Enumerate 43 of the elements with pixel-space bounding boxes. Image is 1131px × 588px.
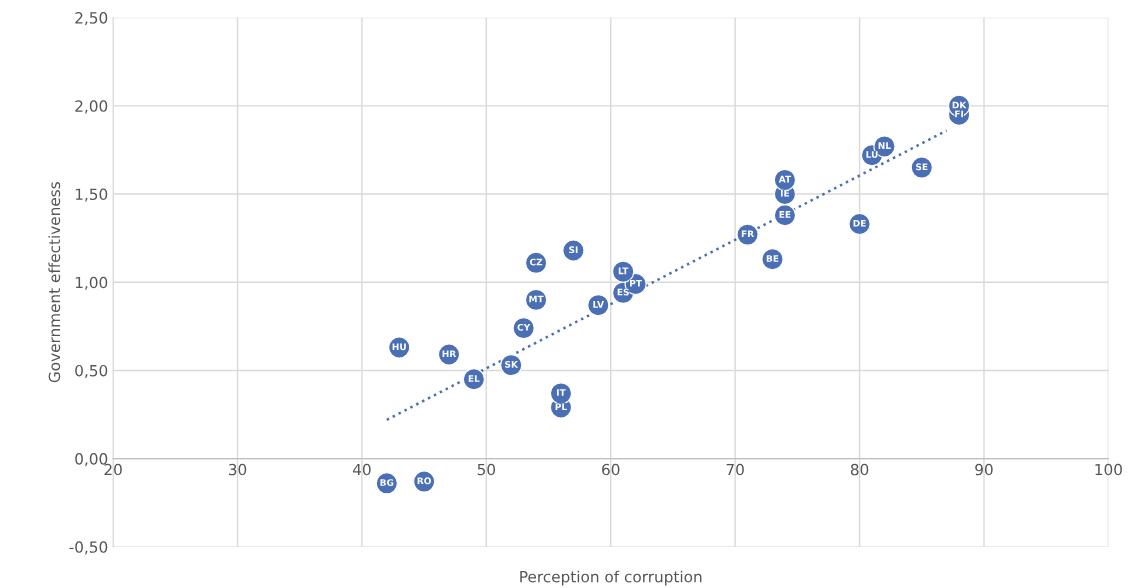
x-tick-label: 40 — [352, 463, 371, 476]
y-tick-label: 1,00 — [75, 276, 108, 290]
annotation: PL — [555, 403, 567, 410]
annotation: SE — [916, 163, 928, 171]
annotation: MT — [529, 295, 544, 303]
annotation: ES — [617, 288, 629, 296]
x-tick-label: 50 — [477, 463, 496, 476]
x-tick-label: 90 — [975, 463, 993, 476]
annotation: EE — [779, 211, 791, 218]
annotation: HR — [442, 350, 457, 358]
x-tick-label: 100 — [1095, 463, 1122, 476]
annotation: LV — [593, 301, 604, 308]
y-tick-label: -0,50 — [69, 541, 108, 555]
annotation: DE — [853, 219, 866, 227]
annotation: IE — [780, 189, 790, 197]
y-axis-title: Government effectiveness — [48, 182, 61, 383]
x-tick-label: 60 — [602, 463, 620, 476]
annotation: DK — [952, 101, 967, 109]
annotation: AT — [778, 175, 792, 183]
x-axis-title: Perception of corruption — [520, 570, 702, 586]
annotation: CY — [517, 323, 531, 331]
annotation: SK — [505, 360, 519, 368]
annotation: BG — [380, 479, 394, 486]
x-tick-label: 70 — [726, 463, 744, 476]
annotation: FI — [955, 110, 964, 118]
y-tick-label: 1,50 — [75, 188, 108, 202]
annotation: PT — [630, 279, 642, 287]
y-tick-label: 2,00 — [75, 100, 108, 114]
x-tick-label: 30 — [228, 463, 247, 476]
annotation: LU — [866, 151, 878, 158]
annotation: BE — [766, 255, 779, 262]
annotation: NL — [878, 142, 891, 149]
annotation: IT — [557, 389, 566, 396]
annotation: LT — [618, 267, 629, 275]
y-tick-label: 2,50 — [75, 12, 108, 26]
annotation: HU — [392, 343, 406, 351]
annotation: RO — [417, 477, 431, 485]
annotation: SI — [569, 246, 578, 254]
annotation: CZ — [529, 258, 543, 266]
y-tick-label: 0,50 — [75, 364, 108, 379]
x-tick-label: 80 — [850, 463, 869, 476]
annotation: FR — [741, 230, 754, 238]
annotation: EL — [468, 375, 480, 382]
